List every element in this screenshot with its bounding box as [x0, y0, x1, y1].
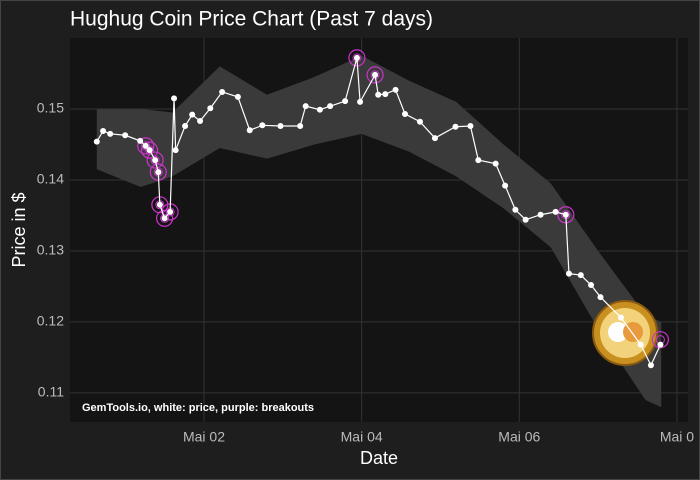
- breakout-ring: [155, 209, 174, 227]
- price-point: [492, 160, 499, 167]
- breakout-dot: [160, 213, 170, 223]
- price-point: [392, 86, 399, 93]
- breakout-dot: [370, 70, 380, 80]
- price-point: [431, 135, 438, 142]
- x-tick-label: Mai 02: [183, 429, 225, 445]
- price-point: [327, 103, 334, 110]
- price-point: [522, 216, 529, 223]
- price-point: [122, 132, 129, 139]
- price-point: [512, 206, 519, 213]
- price-point: [219, 88, 226, 95]
- price-point: [475, 157, 482, 164]
- annotation: GemTools.io, white: price, purple: break…: [82, 402, 314, 414]
- price-point: [277, 123, 284, 130]
- price-point: [161, 215, 168, 222]
- price-point: [342, 98, 349, 105]
- price-point: [197, 118, 204, 125]
- price-point: [537, 211, 544, 218]
- price-point: [155, 169, 162, 176]
- price-point: [234, 93, 241, 100]
- price-point: [565, 270, 572, 277]
- price-point: [182, 123, 189, 130]
- price-point: [167, 208, 174, 215]
- breakout-ring: [366, 66, 384, 84]
- price-point: [353, 54, 360, 61]
- price-point: [146, 147, 153, 154]
- y-tick-label: 0.11: [38, 384, 64, 400]
- price-point: [107, 130, 114, 137]
- price-point: [172, 147, 179, 154]
- price-point: [657, 341, 664, 348]
- y-tick-label: 0.15: [37, 100, 64, 116]
- price-point: [588, 282, 595, 289]
- price-point: [246, 127, 253, 134]
- price-point: [259, 122, 266, 129]
- x-tick-label: Mai 06: [498, 429, 540, 445]
- price-point: [375, 91, 382, 98]
- x-tick-label: Mai 0: [660, 429, 694, 445]
- price-point: [137, 137, 144, 144]
- price-point: [577, 272, 584, 279]
- price-point: [142, 142, 149, 149]
- price-point: [152, 157, 159, 164]
- price-point: [402, 110, 409, 117]
- x-tick-label: Mai 04: [341, 429, 383, 445]
- price-point: [637, 341, 644, 348]
- price-point: [416, 118, 423, 125]
- price-point: [372, 71, 379, 78]
- breakout-ring: [141, 141, 159, 159]
- y-tick-label: 0.13: [37, 242, 64, 258]
- price-point: [382, 91, 389, 98]
- confidence-band: [96, 55, 662, 408]
- price-point: [156, 201, 163, 208]
- y-tick-label: 0.12: [37, 313, 64, 329]
- price-point: [297, 123, 304, 130]
- breakout-ring: [146, 151, 164, 169]
- price-point: [552, 208, 559, 215]
- breakout-dot: [150, 155, 160, 165]
- coin-face: [608, 322, 628, 342]
- price-point: [93, 138, 100, 145]
- price-point: [467, 123, 474, 130]
- price-point: [617, 314, 624, 321]
- coin-logo: [592, 300, 658, 366]
- price-point: [100, 127, 107, 134]
- price-point: [562, 211, 569, 218]
- price-point: [316, 106, 323, 113]
- price-point: [207, 105, 214, 112]
- breakout-ring: [651, 331, 670, 349]
- price-point: [647, 362, 654, 369]
- chart-title: Hughug Coin Price Chart (Past 7 days): [70, 8, 433, 31]
- price-point: [452, 123, 459, 130]
- price-point: [502, 182, 509, 189]
- y-tick-label: 0.14: [37, 171, 64, 187]
- price-point: [597, 294, 604, 301]
- price-point: [302, 103, 309, 110]
- price-point: [171, 95, 178, 102]
- breakout-ring: [137, 137, 155, 155]
- y-axis-label: Price in $: [9, 192, 29, 267]
- price-point: [357, 98, 364, 105]
- x-axis-label: Date: [360, 448, 398, 468]
- price-point: [189, 111, 196, 118]
